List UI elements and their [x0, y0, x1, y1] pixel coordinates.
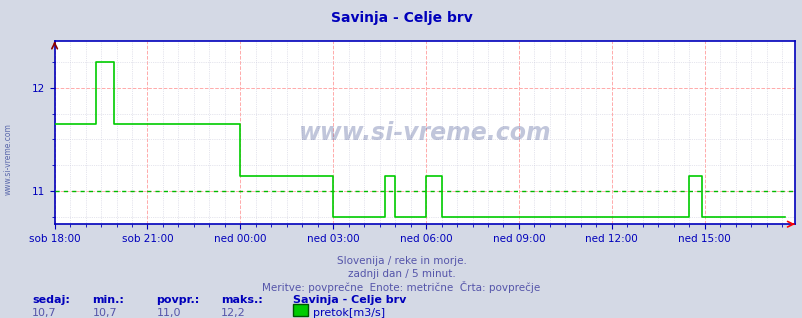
Text: 10,7: 10,7 [32, 308, 57, 318]
Text: Meritve: povprečne  Enote: metrične  Črta: povprečje: Meritve: povprečne Enote: metrične Črta:… [262, 281, 540, 294]
Text: Savinja - Celje brv: Savinja - Celje brv [330, 11, 472, 25]
Text: 12,2: 12,2 [221, 308, 245, 318]
Text: Savinja - Celje brv: Savinja - Celje brv [293, 295, 406, 305]
Text: www.si-vreme.com: www.si-vreme.com [298, 121, 550, 145]
Text: 11,0: 11,0 [156, 308, 181, 318]
Text: min.:: min.: [92, 295, 124, 305]
Text: povpr.:: povpr.: [156, 295, 200, 305]
Text: maks.:: maks.: [221, 295, 262, 305]
Text: zadnji dan / 5 minut.: zadnji dan / 5 minut. [347, 269, 455, 279]
Text: Slovenija / reke in morje.: Slovenija / reke in morje. [336, 256, 466, 266]
Text: www.si-vreme.com: www.si-vreme.com [3, 123, 13, 195]
Text: sedaj:: sedaj: [32, 295, 70, 305]
Text: 10,7: 10,7 [92, 308, 117, 318]
Text: pretok[m3/s]: pretok[m3/s] [313, 308, 385, 318]
